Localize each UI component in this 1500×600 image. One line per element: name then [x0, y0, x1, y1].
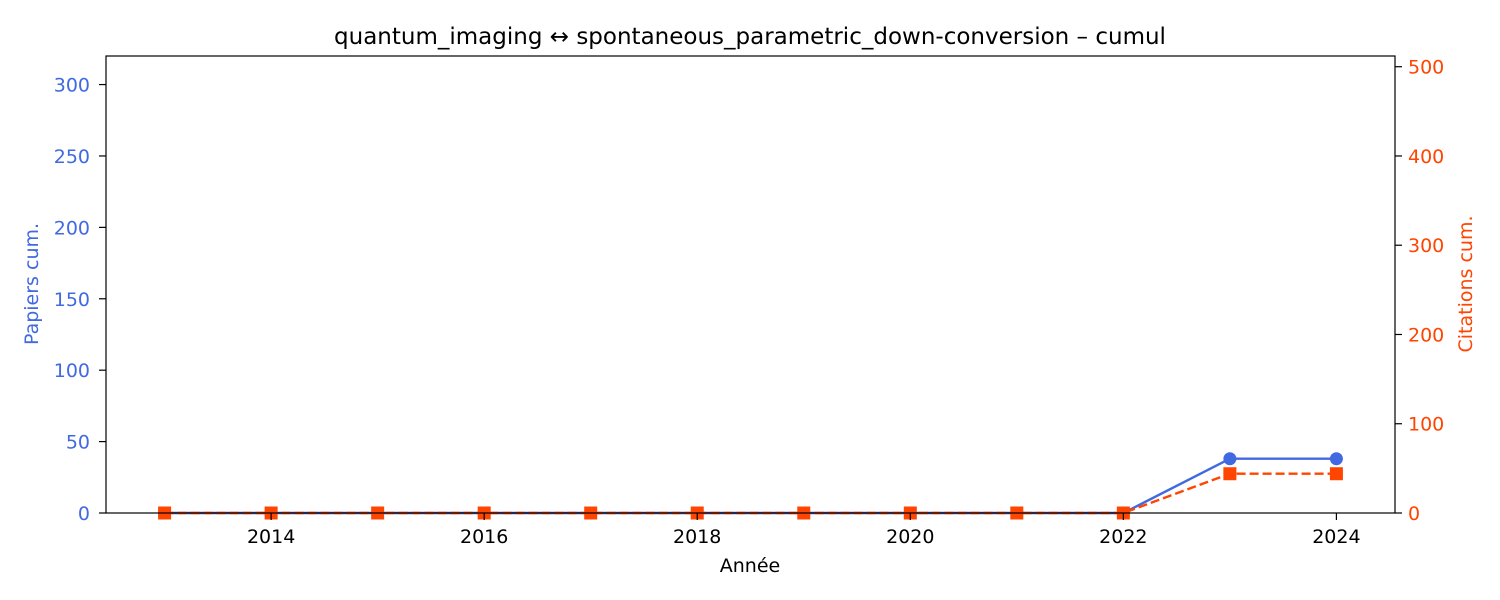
y-left-tick-label: 300	[54, 75, 90, 97]
y-left-tick-label: 200	[54, 217, 90, 239]
y-left-tick-label: 100	[54, 360, 90, 382]
x-tick-label: 2022	[1099, 526, 1147, 548]
x-tick-label: 2016	[460, 526, 508, 548]
y-right-tick-label: 500	[1408, 57, 1444, 79]
y-left-tick-label: 50	[66, 432, 90, 454]
y-left-tick-label: 150	[54, 289, 90, 311]
chart-title: quantum_imaging ↔ spontaneous_parametric…	[334, 24, 1166, 50]
x-tick-label: 2014	[247, 526, 295, 548]
y-left-tick-label: 250	[54, 146, 90, 168]
series-1-point	[1329, 452, 1343, 466]
x-tick-label: 2020	[886, 526, 934, 548]
x-tick-label: 2024	[1312, 526, 1360, 548]
x-axis-title: Année	[720, 555, 780, 577]
y-right-tick-label: 200	[1408, 324, 1444, 346]
series-1-line	[164, 457, 1337, 515]
y-axis-left-title: Papiers cum.	[21, 223, 43, 345]
y-right-tick-label: 0	[1408, 503, 1420, 525]
series-2-point	[1223, 467, 1237, 481]
series-2-point	[1329, 467, 1343, 481]
series-1-point	[1223, 452, 1237, 466]
y-axis-right-title: Citations cum.	[1455, 215, 1477, 352]
y-right-tick-label: 400	[1408, 146, 1444, 168]
plot-frame	[105, 55, 1396, 514]
y-left-tick-label: 0	[78, 503, 90, 525]
y-right-tick-label: 300	[1408, 235, 1444, 257]
y-right-tick-label: 100	[1408, 414, 1444, 436]
x-tick-label: 2018	[673, 526, 721, 548]
plot-area: 2014 2016 2018 2020 2022 2024 0 50 100 150 200 250 3…	[54, 55, 1444, 548]
